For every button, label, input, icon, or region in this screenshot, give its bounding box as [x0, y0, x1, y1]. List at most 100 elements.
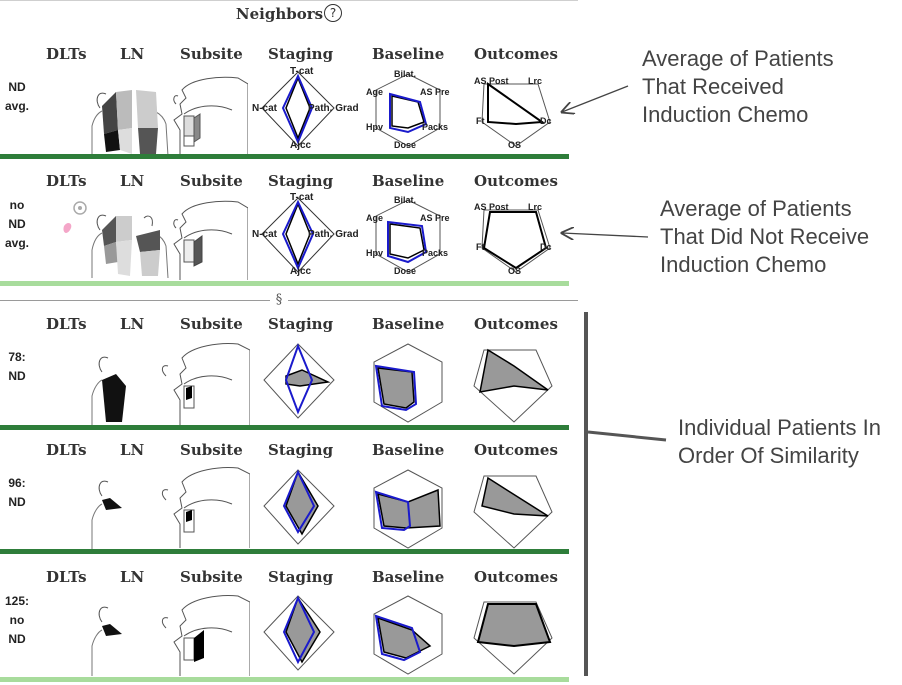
header-dlts: DLTs [46, 45, 87, 63]
header-baseline: Baseline [372, 172, 445, 190]
row-label-line: ND [8, 217, 26, 231]
row-separator [0, 425, 569, 430]
ear-left [96, 92, 107, 109]
radar-shape [285, 75, 311, 141]
axis-label: Hpv [366, 248, 383, 258]
radar-outline [387, 220, 428, 264]
row-separator [0, 281, 569, 286]
header-dlts: DLTs [46, 441, 87, 459]
ear-icon [161, 489, 169, 501]
ln-region [104, 242, 118, 264]
palate-line [183, 627, 233, 637]
subsite-region [194, 630, 204, 662]
radar-outline [281, 199, 315, 271]
help-icon[interactable]: ? [324, 4, 343, 22]
radar-outline [374, 614, 422, 662]
annotation-line: Average of Patients [660, 196, 852, 221]
ear-left [96, 214, 107, 231]
ln-diagram [91, 214, 169, 279]
radar-outline [284, 343, 314, 415]
ln-region [104, 130, 120, 152]
row-separator [0, 154, 569, 159]
ear-left [98, 606, 109, 623]
radar-shape [481, 476, 549, 517]
axis-label: Age [366, 87, 383, 97]
axis-label: Hpv [366, 122, 383, 132]
annotation-no-induction: Average of Patients That Did Not Receive… [660, 195, 869, 279]
subsite-diagram [161, 467, 250, 548]
ear-left [98, 480, 109, 497]
baseline-radar [373, 343, 443, 423]
baseline-radar [373, 469, 443, 549]
header-ln: LN [120, 568, 145, 586]
radar-shape [487, 82, 545, 126]
axis-label: Lrc [528, 76, 542, 86]
subsite-region [186, 386, 192, 400]
baseline-radar [373, 595, 443, 675]
ear-icon [161, 365, 169, 377]
biohazard-icon [73, 201, 87, 215]
header-baseline: Baseline [372, 315, 445, 333]
section-symbol: § [270, 292, 288, 307]
staging-radar [263, 343, 335, 419]
header-staging: Staging [268, 568, 334, 586]
annotation-line: Order Of Similarity [678, 443, 859, 468]
header-outcomes: Outcomes [474, 315, 558, 333]
radar-outline [281, 73, 314, 145]
staging-radar [263, 469, 335, 545]
row-label-line: 78: [8, 350, 26, 364]
baseline-radar: Bilat. Age AS Pre Hpv Packs Dose [366, 195, 450, 276]
subsite-diagram [173, 200, 248, 280]
header-baseline: Baseline [372, 568, 445, 586]
axis-label: N-cat [252, 103, 278, 114]
axis-label: Bilat. [394, 195, 416, 205]
header-baseline: Baseline [372, 45, 445, 63]
header-dlts: DLTs [46, 172, 87, 190]
radar-outline [282, 469, 316, 535]
staging-radar: T-cat N-cat Path. Grade Ajcc [252, 192, 358, 277]
ln-diagram [91, 356, 126, 426]
header-baseline: Baseline [372, 441, 445, 459]
radar-shape [285, 596, 321, 664]
ln-region [102, 92, 118, 134]
neighbors-panel: Neighbors? DLTs LN Subsite Staging Basel… [0, 0, 578, 682]
ln-diagram [91, 606, 122, 676]
row-label-line: ND [8, 80, 26, 94]
axis-label: Packs [422, 248, 448, 258]
baseline-radar: Bilat. Age AS Pre Hpv Packs Dose [366, 69, 450, 150]
ln-region [116, 240, 132, 276]
header-outcomes: Outcomes [474, 45, 558, 63]
organ-icon [63, 223, 72, 233]
axis-label: Ft [476, 116, 485, 126]
section-divider [0, 300, 578, 301]
axis-label: Bilat. [394, 69, 416, 79]
header-subsite: Subsite [180, 172, 243, 190]
row-label-line: 96: [8, 476, 26, 490]
arrow-no-induction [562, 233, 649, 237]
palate-line [183, 105, 233, 115]
staging-radar [263, 595, 335, 671]
outcomes-radar: AS Post Lrc Ft Dc OS [474, 202, 552, 276]
palate-line [183, 229, 233, 239]
neck-outline-left [91, 110, 103, 156]
annotation-induction: Average of Patients That Received Induct… [642, 45, 834, 129]
annotation-line: Average of Patients [642, 46, 834, 71]
header-ln: LN [120, 315, 145, 333]
palate-line [183, 499, 233, 509]
subsite-region [193, 235, 203, 267]
ln-region [140, 250, 160, 276]
palate-line [183, 375, 233, 385]
dlt-icons [63, 201, 87, 233]
axis-label: AS Pre [420, 213, 450, 223]
bracket-pointer [587, 430, 667, 442]
radar-shape [285, 470, 319, 536]
row-separator [0, 677, 569, 682]
radar-shape [482, 211, 548, 270]
subsite-region [193, 113, 201, 143]
ln-region [138, 128, 158, 154]
ln-diagram [91, 480, 122, 550]
axis-label: Ajcc [290, 140, 312, 151]
header-dlts: DLTs [46, 568, 87, 586]
ear-left [98, 356, 109, 373]
axis-label: T-cat [290, 66, 314, 77]
